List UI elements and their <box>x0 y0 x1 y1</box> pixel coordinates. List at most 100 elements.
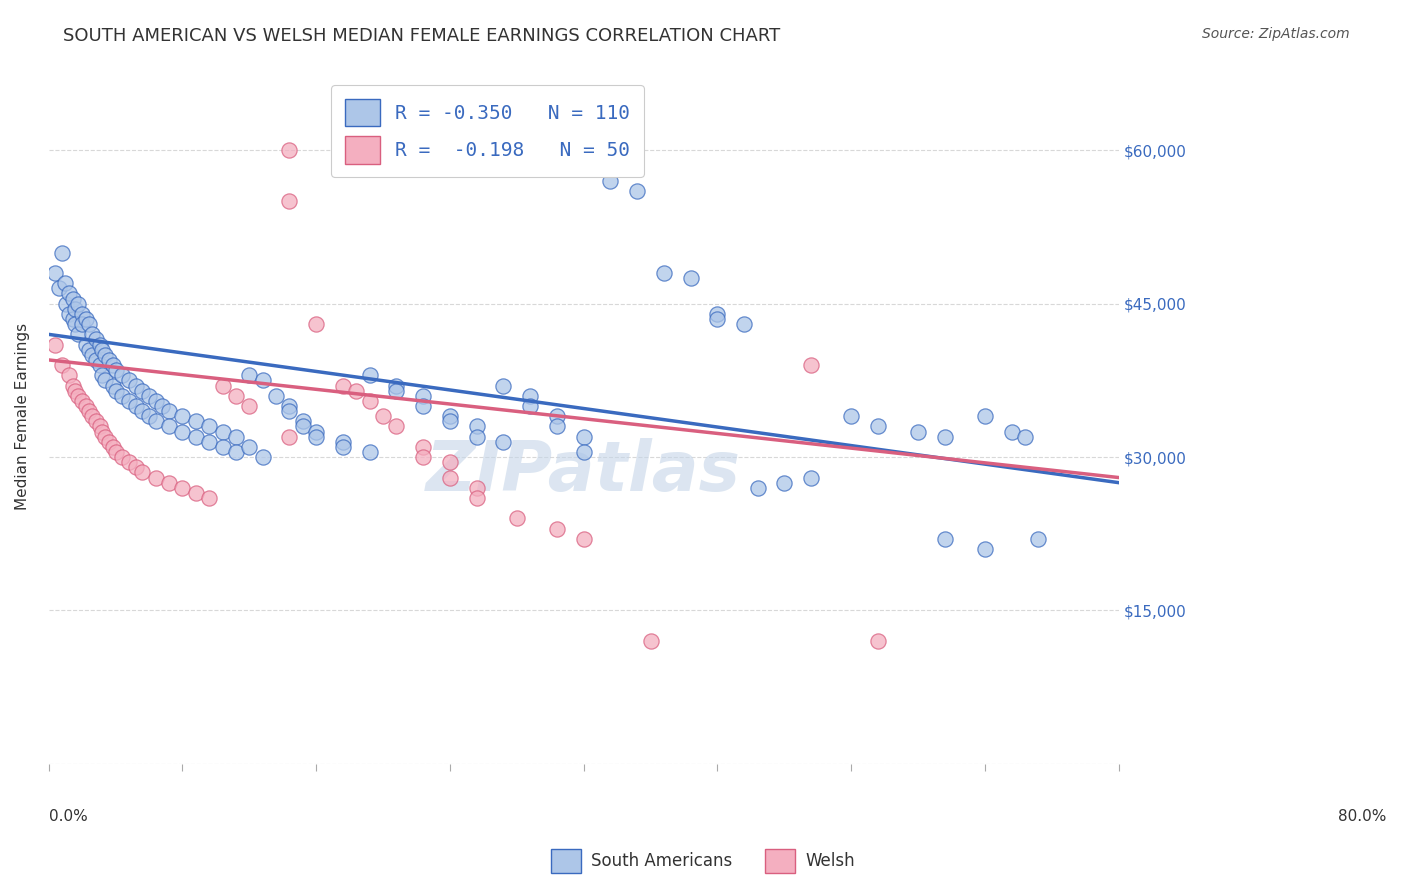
Point <box>94 348 117 362</box>
Point <box>145 393 167 408</box>
Point <box>44 266 66 280</box>
Point <box>465 429 488 443</box>
Point <box>1014 429 1036 443</box>
Point <box>75 337 97 351</box>
Point <box>305 425 328 439</box>
Point <box>131 384 153 398</box>
Point <box>492 434 515 449</box>
Point <box>465 481 488 495</box>
Point <box>44 337 66 351</box>
Point <box>101 378 124 392</box>
Point <box>305 317 328 331</box>
Point <box>55 296 77 310</box>
Point <box>91 343 114 357</box>
Point <box>65 384 87 398</box>
Point <box>89 337 111 351</box>
Point <box>679 271 702 285</box>
Point <box>51 358 73 372</box>
Point <box>706 312 728 326</box>
Point <box>84 333 107 347</box>
Point <box>62 292 84 306</box>
Point <box>973 542 995 557</box>
Point <box>84 353 107 368</box>
Point <box>65 301 87 316</box>
Point <box>465 419 488 434</box>
Point <box>439 414 461 428</box>
Point <box>291 419 314 434</box>
Point <box>238 368 260 383</box>
Point <box>65 317 87 331</box>
Point <box>359 393 381 408</box>
Point <box>62 378 84 392</box>
Point <box>172 425 194 439</box>
Point <box>118 393 141 408</box>
Point <box>412 450 434 464</box>
Point <box>626 184 648 198</box>
Point <box>131 404 153 418</box>
Point <box>866 634 889 648</box>
Point <box>111 368 134 383</box>
Point <box>252 450 274 464</box>
Point <box>70 307 93 321</box>
Point <box>101 358 124 372</box>
Point <box>172 409 194 424</box>
Point <box>546 522 568 536</box>
Point <box>519 389 541 403</box>
Text: ZIPatlas: ZIPatlas <box>426 438 741 505</box>
Point <box>152 399 174 413</box>
Point <box>747 481 769 495</box>
Point <box>58 307 80 321</box>
Point <box>84 414 107 428</box>
Point <box>80 348 103 362</box>
Point <box>104 445 127 459</box>
Point <box>91 425 114 439</box>
Point <box>124 460 146 475</box>
Point <box>800 358 823 372</box>
Point <box>101 440 124 454</box>
Point <box>973 409 995 424</box>
Point <box>75 312 97 326</box>
Point <box>344 384 367 398</box>
Point <box>278 399 301 413</box>
Point <box>572 445 595 459</box>
Point <box>264 389 287 403</box>
Point <box>439 470 461 484</box>
Point <box>385 378 408 392</box>
Point <box>67 389 90 403</box>
Point <box>412 389 434 403</box>
Point <box>359 368 381 383</box>
Point <box>138 409 160 424</box>
Point <box>278 144 301 158</box>
Y-axis label: Median Female Earnings: Median Female Earnings <box>15 323 30 509</box>
Text: 80.0%: 80.0% <box>1337 809 1386 824</box>
Point <box>439 455 461 469</box>
Point <box>118 373 141 387</box>
Point <box>211 425 233 439</box>
Point <box>800 470 823 484</box>
Point <box>75 399 97 413</box>
Point <box>1028 532 1050 546</box>
Point <box>652 266 675 280</box>
Point <box>866 419 889 434</box>
Point <box>94 373 117 387</box>
Point <box>157 404 180 418</box>
Point <box>145 470 167 484</box>
Point <box>465 491 488 505</box>
Point <box>238 440 260 454</box>
Point <box>138 389 160 403</box>
Point <box>131 466 153 480</box>
Point <box>89 358 111 372</box>
Point <box>439 409 461 424</box>
Point <box>89 419 111 434</box>
Point <box>371 409 394 424</box>
Point <box>599 174 621 188</box>
Point <box>907 425 929 439</box>
Point <box>184 486 207 500</box>
Point <box>305 429 328 443</box>
Point <box>104 384 127 398</box>
Point <box>77 343 100 357</box>
Point <box>385 419 408 434</box>
Legend: R = -0.350   N = 110, R =  -0.198   N = 50: R = -0.350 N = 110, R = -0.198 N = 50 <box>330 86 644 178</box>
Point <box>773 475 796 490</box>
Point <box>62 312 84 326</box>
